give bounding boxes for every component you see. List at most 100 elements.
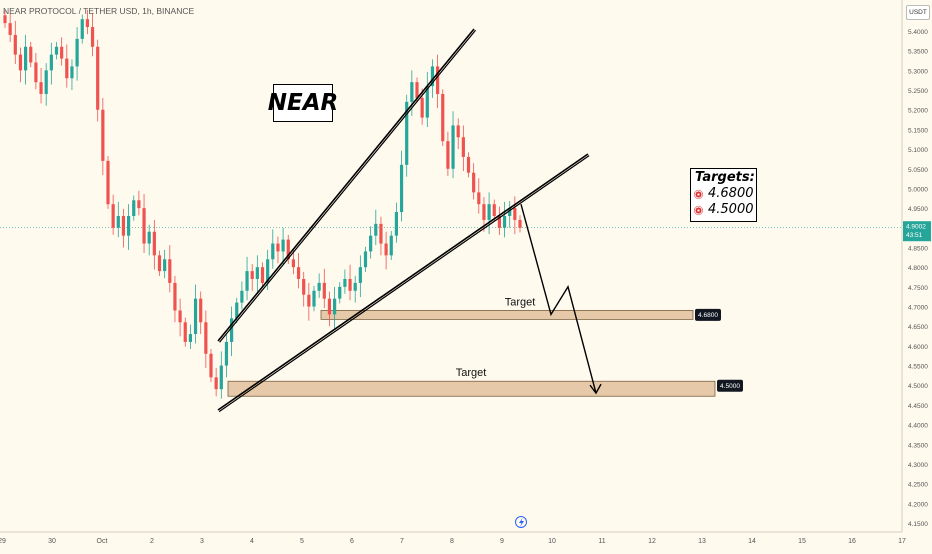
candle <box>353 282 357 291</box>
price-axis: 5.4000 5.3500 5.3000 5.2500 5.2000 5.1500 5.10… <box>901 0 931 532</box>
candle <box>8 23 12 35</box>
projected-path-line <box>520 204 597 394</box>
currency-button[interactable]: USDT <box>906 5 930 20</box>
candle <box>276 243 280 252</box>
price-tick-label: 4.4000 <box>908 423 928 430</box>
time-tick-label: 11 <box>598 538 605 545</box>
candle <box>430 66 435 87</box>
target-price-tag <box>717 379 743 392</box>
price-tick-label: 4.2000 <box>908 501 928 508</box>
target-bullseye-icon <box>694 189 703 199</box>
candle <box>199 298 203 323</box>
candle <box>224 341 229 366</box>
candle <box>193 298 198 335</box>
price-tick-label: 4.5500 <box>908 364 928 371</box>
candle <box>121 215 126 236</box>
candle <box>255 267 259 279</box>
candle <box>338 286 342 299</box>
candle <box>235 302 239 319</box>
candle <box>405 101 409 165</box>
target-bullseye-icon <box>694 205 703 215</box>
target-zone-label: Target <box>505 296 536 308</box>
candle <box>374 223 378 236</box>
target-price-tag <box>695 308 721 321</box>
candle <box>54 46 59 55</box>
trendline-lower <box>217 153 589 411</box>
time-tick-label: 2 <box>150 538 154 545</box>
target-row-2: 4.5000 <box>694 202 756 218</box>
candle <box>518 219 522 228</box>
candle <box>513 208 517 220</box>
candle <box>260 267 265 283</box>
candle <box>214 377 218 390</box>
candle <box>487 204 491 220</box>
price-tick-label: 4.7500 <box>908 285 928 292</box>
candle <box>204 322 208 354</box>
trendline-lower-inner <box>218 155 590 413</box>
candle <box>245 271 249 291</box>
time-tick-label: 16 <box>848 538 856 545</box>
targets-title: Targets: <box>695 170 755 185</box>
candle <box>240 290 244 303</box>
target-zone-label: Target <box>456 367 487 379</box>
candle <box>90 27 95 47</box>
candle <box>466 156 471 173</box>
candle <box>508 208 512 216</box>
target-zones: Target 4.6800 Target 4.5000 <box>227 296 743 397</box>
candle <box>502 215 507 228</box>
price-tick-label: 5.1500 <box>908 127 928 134</box>
candle <box>34 62 38 83</box>
candle <box>286 239 290 260</box>
trendline-upper-inner <box>219 29 477 343</box>
time-tick-label: 29 <box>0 538 6 545</box>
candle <box>472 172 476 193</box>
candle <box>60 46 64 59</box>
candle <box>415 82 419 98</box>
trendlines <box>217 28 590 413</box>
candle <box>420 97 424 118</box>
time-tick-label: 13 <box>698 538 706 545</box>
candle <box>436 66 440 94</box>
trendline-upper <box>217 28 475 342</box>
candle <box>399 164 404 213</box>
price-tick-label: 5.3000 <box>908 68 928 75</box>
candle <box>266 259 270 283</box>
candle <box>101 109 105 161</box>
candle <box>209 353 213 378</box>
price-tick-label: 4.2500 <box>908 482 928 489</box>
price-tick-label: 4.3500 <box>908 442 928 449</box>
target-zone <box>227 380 716 397</box>
lightning-icon <box>515 516 527 528</box>
candle <box>111 204 115 228</box>
candle <box>358 267 362 283</box>
candle <box>271 243 275 260</box>
price-tick-label: 4.1500 <box>908 521 928 528</box>
target-zone <box>320 309 694 320</box>
candle <box>80 19 84 39</box>
price-tick-label: 4.6500 <box>908 324 928 331</box>
time-tick-label: Oct <box>97 538 108 545</box>
candle <box>168 259 172 283</box>
candle <box>29 46 33 63</box>
candle <box>3 15 7 24</box>
candle <box>327 298 332 315</box>
candle <box>65 58 69 79</box>
candle <box>333 298 337 315</box>
time-tick-label: 14 <box>748 538 756 545</box>
candle <box>85 19 89 28</box>
candle <box>188 334 192 342</box>
price-tick-label: 5.2000 <box>908 108 928 115</box>
projected-path-arrowhead <box>589 383 602 395</box>
candle <box>363 251 368 268</box>
target-row-1: 4.6800 <box>694 186 756 202</box>
time-tick-label: 9 <box>500 538 504 545</box>
price-tick-label: 5.0500 <box>908 167 928 174</box>
candle <box>49 54 53 71</box>
time-tick-label: 3 <box>200 538 204 545</box>
targets-box: Targets: 4.6800 4.5000 <box>690 168 757 222</box>
price-tick-label: 4.7000 <box>908 305 928 312</box>
candle <box>384 243 388 256</box>
candle <box>157 255 162 272</box>
